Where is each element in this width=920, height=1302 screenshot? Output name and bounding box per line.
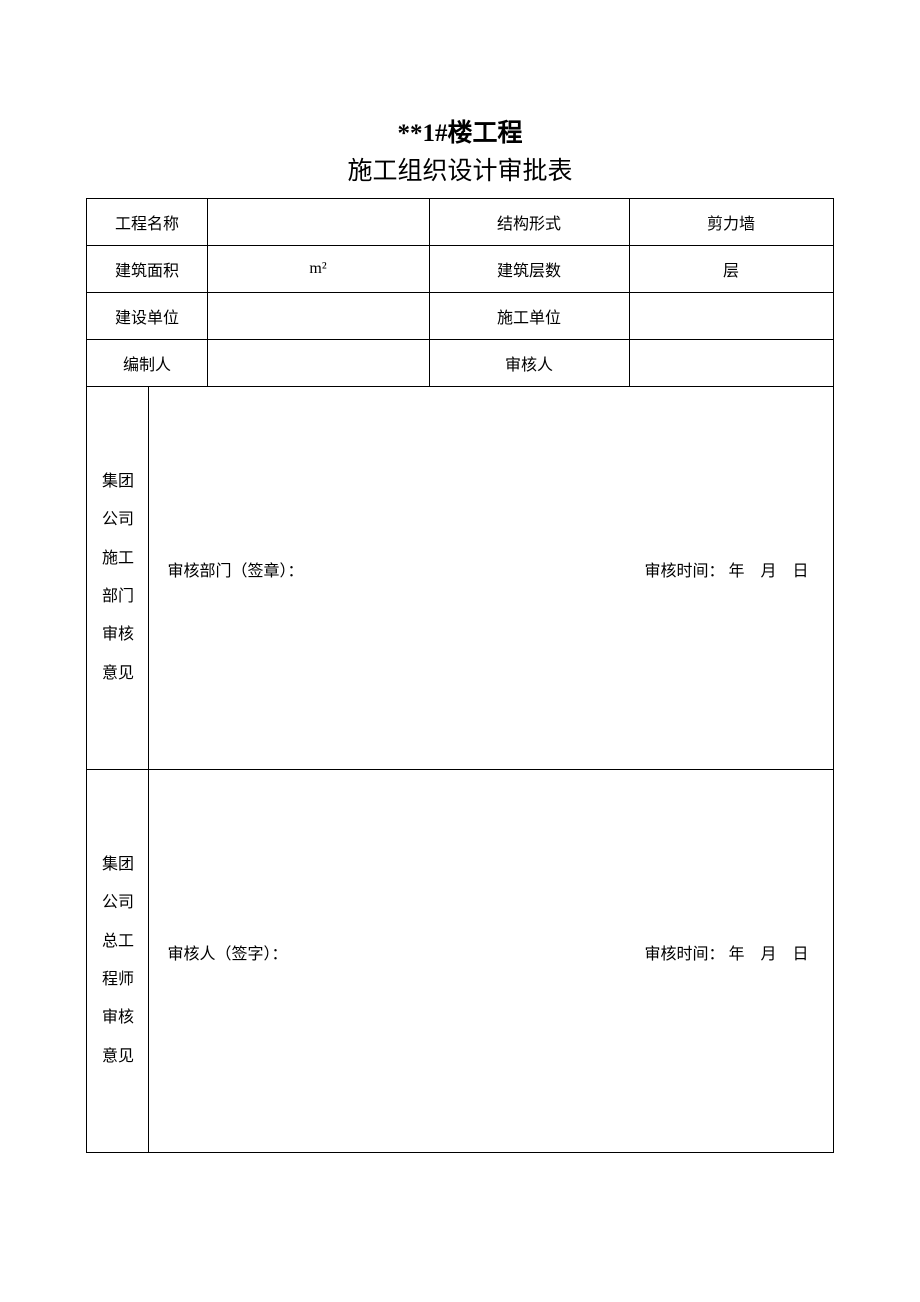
section1-time-label: 审核时间： — [644, 563, 724, 580]
section1-footer: 审核部门（签章）： 审核时间： 年 月 日 — [149, 557, 832, 599]
row-area: 建筑面积 m² 建筑层数 层 — [87, 246, 833, 293]
label-structure-type: 结构形式 — [429, 199, 629, 246]
label-area: 建筑面积 — [87, 246, 207, 293]
section1-label: 集团 公司 施工 部门 审核 意见 — [87, 387, 149, 770]
section2-date: 年 月 日 — [728, 946, 808, 963]
label-preparer: 编制人 — [87, 340, 207, 387]
value-area: m² — [207, 246, 429, 293]
row-section1: 集团 公司 施工 部门 审核 意见 审核部门（签章）： 审核时间： 年 月 日 — [87, 387, 833, 770]
section1-footer-left: 审核部门（签章）： — [167, 557, 303, 581]
section2-footer: 审核人（签字）： 审核时间： 年 月 日 — [149, 940, 832, 982]
label-floors: 建筑层数 — [429, 246, 629, 293]
value-reviewer — [629, 340, 833, 387]
label-reviewer: 审核人 — [429, 340, 629, 387]
value-owner — [207, 293, 429, 340]
approval-table: 工程名称 结构形式 剪力墙 建筑面积 m² 建筑层数 层 建设单位 施工单位 编… — [86, 198, 833, 1153]
section1-footer-right: 审核时间： 年 月 日 — [644, 557, 808, 581]
label-contractor: 施工单位 — [429, 293, 629, 340]
section1-label-text: 集团 公司 施工 部门 审核 意见 — [87, 463, 148, 693]
row-owner: 建设单位 施工单位 — [87, 293, 833, 340]
section1-date: 年 月 日 — [728, 563, 808, 580]
section1-body: 审核部门（签章）： 审核时间： 年 月 日 — [149, 387, 833, 770]
value-project-name — [207, 199, 429, 246]
section2-footer-left: 审核人（签字）： — [167, 940, 287, 964]
value-preparer — [207, 340, 429, 387]
title-line-2: 施工组织设计审批表 — [0, 153, 920, 191]
label-owner: 建设单位 — [87, 293, 207, 340]
row-preparer: 编制人 审核人 — [87, 340, 833, 387]
section2-label-text: 集团 公司 总工 程师 审核 意见 — [87, 846, 148, 1076]
section2-body: 审核人（签字）： 审核时间： 年 月 日 — [149, 770, 833, 1153]
section2-time-label: 审核时间： — [644, 946, 724, 963]
row-project-name: 工程名称 结构形式 剪力墙 — [87, 199, 833, 246]
title-line-1: **1#楼工程 — [0, 115, 920, 153]
value-structure-type: 剪力墙 — [629, 199, 833, 246]
section2-label: 集团 公司 总工 程师 审核 意见 — [87, 770, 149, 1153]
value-floors: 层 — [629, 246, 833, 293]
section2-footer-right: 审核时间： 年 月 日 — [644, 940, 808, 964]
label-project-name: 工程名称 — [87, 199, 207, 246]
row-section2: 集团 公司 总工 程师 审核 意见 审核人（签字）： 审核时间： 年 月 日 — [87, 770, 833, 1153]
title-block: **1#楼工程 施工组织设计审批表 — [0, 115, 920, 190]
value-contractor — [629, 293, 833, 340]
